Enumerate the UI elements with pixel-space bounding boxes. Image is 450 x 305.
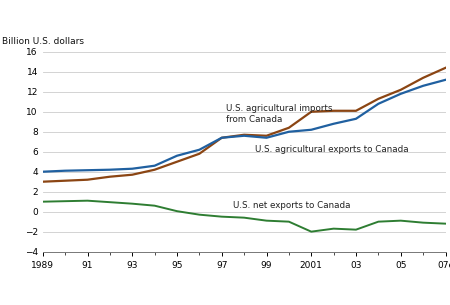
Text: Billion U.S. dollars: Billion U.S. dollars — [3, 37, 85, 46]
Text: U.S. agricultural exports to Canada: U.S. agricultural exports to Canada — [255, 145, 409, 154]
Text: e = estimated.
Source: Foreign Agricultural Trade of the United States database,: e = estimated. Source: Foreign Agricultu… — [5, 273, 293, 294]
Text: U.S. net exports to Canada: U.S. net exports to Canada — [233, 201, 351, 210]
Text: U.S. agricultural imports
from Canada: U.S. agricultural imports from Canada — [226, 104, 333, 124]
Text: U.S. agricultural exports to Canada are catching up to imports: U.S. agricultural exports to Canada are … — [5, 19, 409, 29]
